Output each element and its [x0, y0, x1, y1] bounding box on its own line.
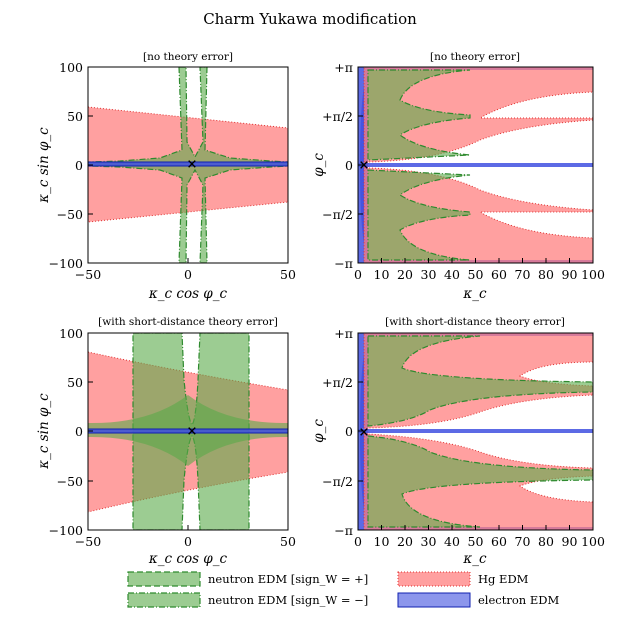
x-tick-label: 70 [515, 534, 531, 549]
x-tick-label: 40 [444, 267, 460, 282]
y-tick-label: −50 [57, 207, 83, 222]
neutron-edm-band [367, 335, 593, 528]
y-tick-label: 0 [75, 158, 83, 173]
sm-point-marker: × [187, 157, 198, 172]
y-tick-label: 100 [59, 60, 83, 75]
sm-point-marker: × [359, 158, 370, 173]
x-ticks [357, 258, 594, 263]
panel-title: [with short-distance theory error] [385, 316, 565, 328]
x-tick-label: 50 [280, 534, 296, 549]
neutron-edm-band [367, 69, 471, 261]
y-tick-label: −100 [49, 523, 83, 538]
x-tick-label: 40 [444, 534, 460, 549]
y-tick-label: −π/2 [322, 207, 353, 222]
y-ticks [88, 66, 93, 264]
y-tick-label: −100 [49, 256, 83, 271]
y-tick-label: −π [334, 523, 353, 538]
legend: neutron EDM [sign_W = +] neutron EDM [si… [127, 571, 559, 608]
x-ticks [87, 258, 289, 263]
panel-top-left: [no theory error] −50 0 50 100 50 0 −50 … [36, 51, 296, 302]
x-tick-label: 20 [397, 534, 413, 549]
y-tick-label: 50 [67, 375, 83, 390]
y-ticks [358, 332, 363, 531]
y-tick-label: −50 [57, 474, 83, 489]
x-tick-label: 70 [515, 267, 531, 282]
x-tick-label: 50 [468, 267, 484, 282]
x-tick-label: 30 [421, 534, 437, 549]
y-tick-label: −π/2 [322, 474, 353, 489]
y-axis-label: φ_c [311, 153, 327, 177]
y-tick-label: 0 [345, 158, 353, 173]
electron-edm-band [88, 161, 288, 167]
panel-title: [no theory error] [430, 51, 520, 63]
y-tick-label: +π [334, 60, 353, 75]
y-axis-label: κ_c sin φ_c [36, 127, 52, 204]
x-axis-label: κ_c cos φ_c [148, 286, 228, 302]
y-tick-label: 0 [345, 424, 353, 439]
panel-bottom-right: [with short-distance theory error] 0 10 … [311, 316, 605, 567]
sm-point-marker: × [187, 424, 198, 439]
electron-edm-band [88, 428, 288, 434]
x-tick-label: 100 [581, 267, 605, 282]
x-tick-label: 30 [421, 267, 437, 282]
panel-bottom-left: [with short-distance theory error] −50 0… [36, 316, 296, 567]
y-tick-label: −π [334, 256, 353, 271]
y-tick-label: 0 [75, 424, 83, 439]
y-tick-label: 50 [67, 109, 83, 124]
x-tick-label: 90 [562, 534, 578, 549]
x-tick-label: 60 [491, 534, 507, 549]
x-axis-label: κ_c [462, 551, 487, 567]
panel-title: [with short-distance theory error] [98, 316, 278, 328]
y-tick-label: +π/2 [322, 109, 353, 124]
y-tick-label: +π/2 [322, 375, 353, 390]
legend-entry: Hg EDM [397, 571, 529, 587]
legend-label: neutron EDM [sign_W = −] [208, 593, 368, 607]
x-tick-label: 50 [280, 267, 296, 282]
panel-top-right: [no theory error] 0 10 20 30 40 50 60 70… [311, 51, 605, 302]
x-tick-label: 0 [354, 267, 362, 282]
x-ticks [357, 525, 594, 530]
x-axis-label: κ_c [462, 286, 487, 302]
x-axis-label: κ_c cos φ_c [148, 551, 228, 567]
y-ticks [88, 332, 93, 531]
electron-edm-band [358, 163, 593, 167]
y-ticks [358, 66, 363, 264]
x-tick-label: 100 [581, 534, 605, 549]
x-tick-label: 80 [538, 267, 554, 282]
y-axis-label: φ_c [311, 419, 327, 443]
x-tick-label: 10 [374, 534, 390, 549]
legend-entry: electron EDM [397, 592, 559, 608]
x-tick-label: 0 [184, 534, 192, 549]
legend-label: Hg EDM [478, 572, 529, 586]
legend-label: neutron EDM [sign_W = +] [208, 572, 368, 586]
x-tick-label: 0 [354, 534, 362, 549]
x-tick-label: 10 [374, 267, 390, 282]
x-ticks [87, 525, 289, 530]
x-tick-label: 0 [184, 267, 192, 282]
x-tick-label: 60 [491, 267, 507, 282]
electron-edm-band [358, 429, 593, 433]
legend-entry: neutron EDM [sign_W = +] [127, 571, 368, 587]
y-tick-label: +π [334, 326, 353, 341]
sm-point-marker: × [359, 425, 370, 440]
x-tick-label: −50 [75, 534, 101, 549]
legend-label: electron EDM [478, 593, 559, 607]
panel-title: [no theory error] [143, 51, 233, 63]
y-axis-label: κ_c sin φ_c [36, 393, 52, 470]
y-tick-label: 100 [59, 326, 83, 341]
figure-title: Charm Yukawa modification [203, 10, 417, 28]
x-tick-label: 90 [562, 267, 578, 282]
x-tick-label: 80 [538, 534, 554, 549]
x-tick-label: −50 [75, 267, 101, 282]
x-tick-label: 20 [397, 267, 413, 282]
legend-entry: neutron EDM [sign_W = −] [127, 592, 368, 608]
x-tick-label: 50 [468, 534, 484, 549]
